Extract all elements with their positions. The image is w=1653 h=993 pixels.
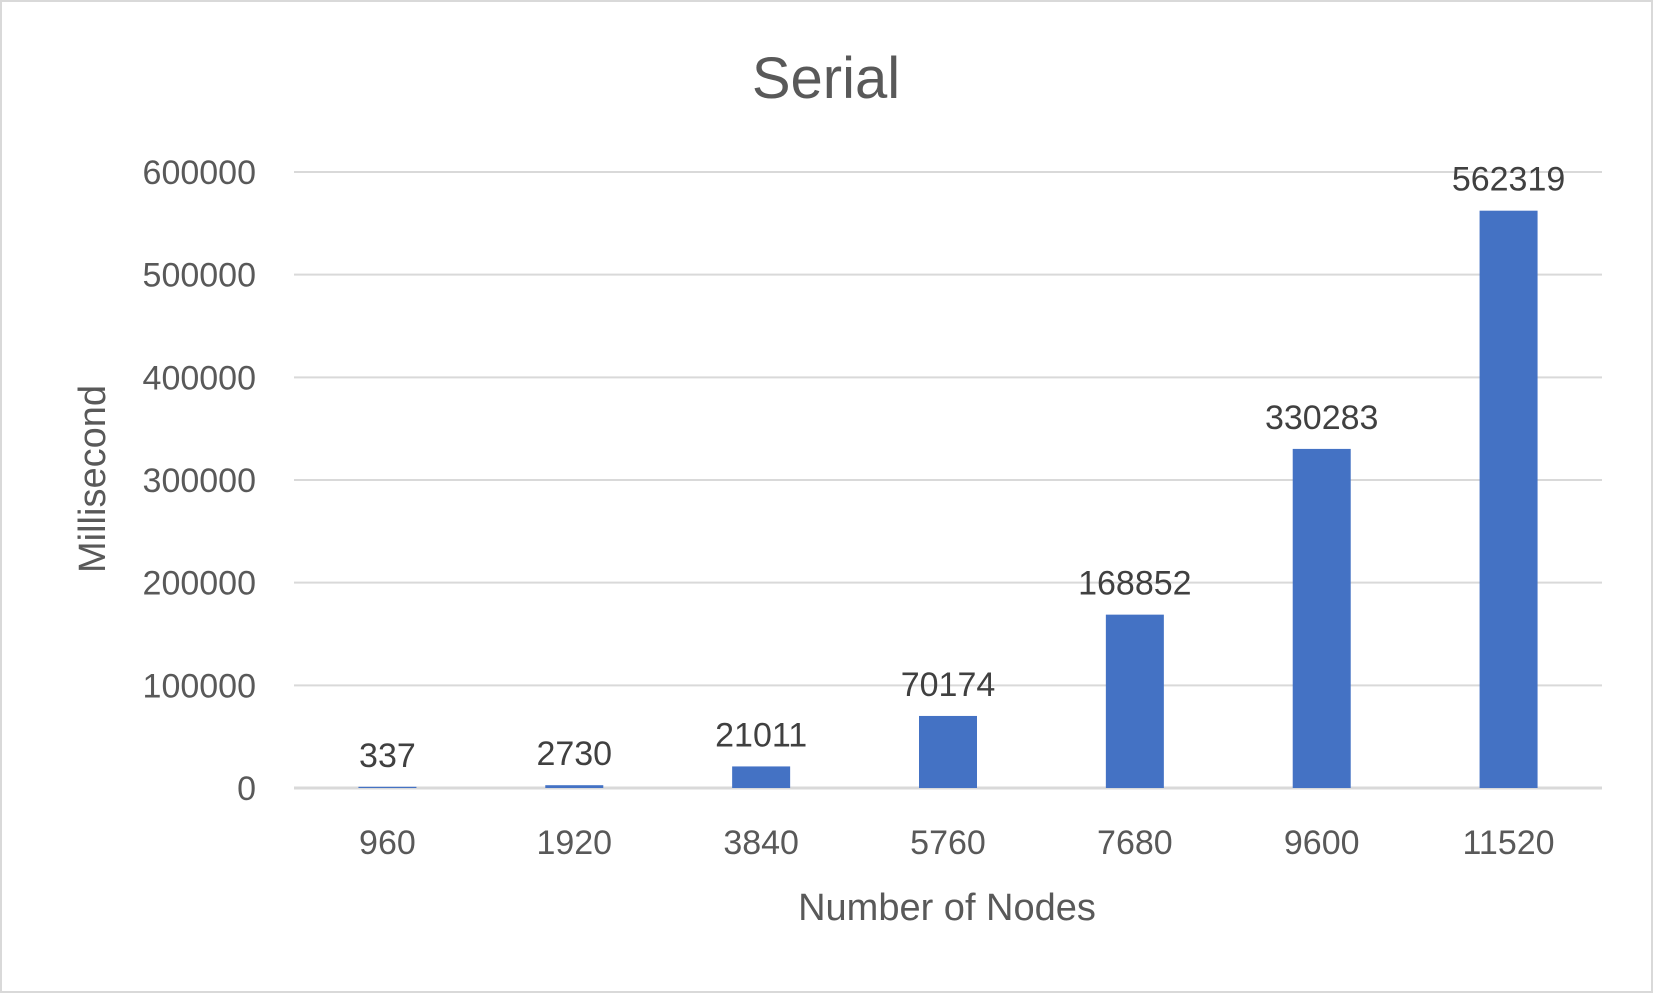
y-tick-label: 400000 xyxy=(143,359,256,397)
x-tick-label: 5760 xyxy=(910,824,986,862)
bar-9600 xyxy=(1292,448,1351,788)
y-tick-label: 200000 xyxy=(143,565,256,603)
bar-7680 xyxy=(1105,614,1164,788)
x-tick-label: 3840 xyxy=(723,824,799,862)
x-axis-label: Number of Nodes xyxy=(798,887,1096,929)
x-tick-label: 11520 xyxy=(1463,824,1555,862)
y-axis-label: Millisecond xyxy=(72,385,114,573)
gridlines xyxy=(294,171,1602,790)
data-label-7680: 168852 xyxy=(1078,565,1191,603)
bar-5760 xyxy=(919,715,977,788)
y-axis-ticks: 0 100000 200000 300000 400000 500000 600000 xyxy=(143,154,256,808)
y-tick-label: 100000 xyxy=(143,667,256,705)
y-tick-label: 0 xyxy=(237,770,256,808)
data-label-960: 337 xyxy=(359,737,416,775)
bars xyxy=(358,210,1538,789)
x-tick-label: 9600 xyxy=(1284,824,1360,862)
bar-3840 xyxy=(732,766,791,788)
data-label-11520: 562319 xyxy=(1452,161,1565,199)
data-label-3840: 21011 xyxy=(715,716,807,754)
data-label-9600: 330283 xyxy=(1265,399,1378,437)
bar-11520 xyxy=(1479,210,1538,789)
y-tick-label: 600000 xyxy=(143,154,256,192)
x-tick-label: 7680 xyxy=(1097,824,1173,862)
y-tick-label: 500000 xyxy=(143,257,256,295)
data-labels: 337 2730 21011 70174 168852 330283 562319 xyxy=(359,161,1565,775)
data-label-1920: 2730 xyxy=(536,735,612,773)
x-axis-ticks: 960 1920 3840 5760 7680 9600 11520 xyxy=(359,824,1555,862)
chart-title: Serial xyxy=(752,46,900,111)
x-tick-label: 1920 xyxy=(536,824,612,862)
bar-1920 xyxy=(545,785,604,788)
x-tick-label: 960 xyxy=(359,824,416,862)
bar-960 xyxy=(358,786,417,788)
data-label-5760: 70174 xyxy=(901,666,996,704)
y-tick-label: 300000 xyxy=(143,462,256,500)
